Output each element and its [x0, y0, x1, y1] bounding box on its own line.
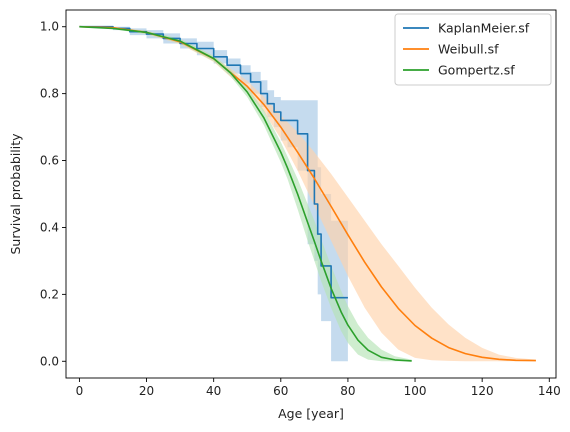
plot-frame	[65, 9, 557, 379]
y-tick-label: 0.2	[40, 287, 59, 301]
x-axis-label: Age [year]	[278, 406, 344, 421]
survival-lines	[79, 25, 536, 362]
gompertz-sf-line	[79, 25, 412, 362]
y-tick-label: 1.0	[40, 20, 59, 34]
x-axis-ticks: 0 20 40 60 80 100 120 140	[76, 378, 561, 398]
x-tick-label: 140	[538, 384, 561, 398]
y-tick-label: 0.0	[40, 354, 59, 368]
x-tick-label: 80	[340, 384, 355, 398]
y-axis-label: Survival probability	[8, 133, 23, 255]
x-tick-label: 100	[404, 384, 427, 398]
kaplanmeier-sf-line	[79, 25, 348, 299]
x-tick-label: 120	[471, 384, 494, 398]
kaplanmeier-sf-legend-label: KaplanMeier.sf	[438, 21, 530, 36]
gompertz-sf-legend-label: Gompertz.sf	[438, 63, 515, 78]
confidence-bands	[79, 26, 536, 362]
gompertz-sf-confidence-band	[79, 26, 412, 362]
weibull-sf-legend-label: Weibull.sf	[438, 42, 499, 57]
kaplanmeier-sf-confidence-band	[79, 26, 348, 362]
x-tick-label: 20	[139, 384, 154, 398]
y-tick-label: 0.6	[40, 154, 59, 168]
x-tick-label: 60	[273, 384, 288, 398]
x-tick-label: 0	[76, 384, 84, 398]
legend: KaplanMeier.sf Weibull.sf Gompertz.sf	[394, 13, 552, 86]
y-axis-ticks: 0.0 0.2 0.4 0.6 0.8 1.0	[40, 20, 66, 368]
legend-box	[394, 13, 552, 86]
y-tick-label: 0.4	[40, 220, 59, 234]
y-tick-label: 0.8	[40, 87, 59, 101]
x-tick-label: 40	[206, 384, 221, 398]
